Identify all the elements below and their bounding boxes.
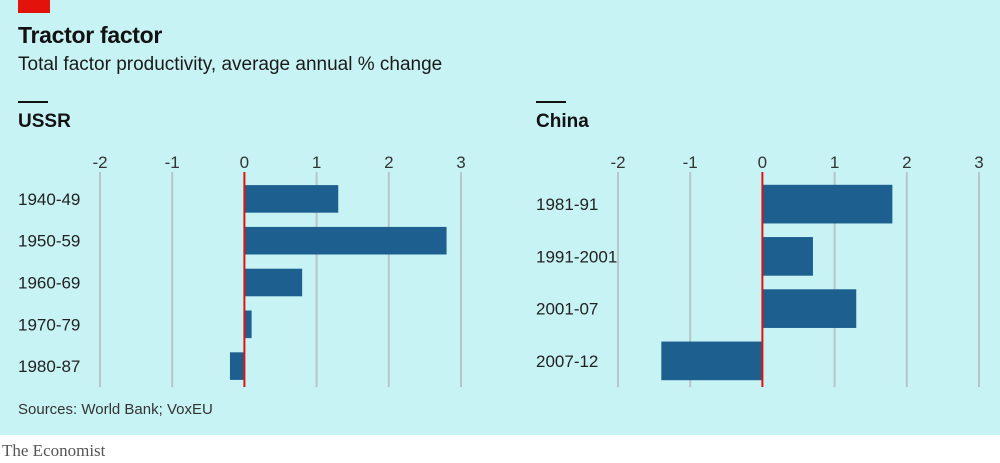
ussr-category-label: 1960-69: [18, 274, 80, 293]
china-bar: [762, 184, 893, 224]
ussr-x-tick-label: -1: [165, 153, 180, 172]
ussr-x-tick-label: 2: [384, 153, 393, 172]
china-category-label: 2007-12: [536, 352, 598, 371]
china-panel-rule: [536, 101, 566, 103]
ussr-x-tick-label: 0: [240, 153, 249, 172]
china-x-tick-label: -2: [610, 153, 625, 172]
china-panel-title: China: [536, 111, 589, 132]
ussr-panel-title: USSR: [18, 111, 71, 132]
ussr-bar: [244, 226, 447, 255]
ussr-bar: [244, 268, 303, 297]
ussr-chart: -2 -1 0 1 2 3 1940-49 1950-59 1960-69 1970-79 1980…: [18, 153, 466, 387]
chart-title: Tractor factor: [18, 22, 163, 48]
source-note: Sources: World Bank; VoxEU: [18, 401, 213, 418]
ussr-bar: [244, 310, 252, 339]
china-x-tick-label: 3: [974, 153, 983, 172]
brand-red-tag: [18, 0, 50, 13]
china-chart: -2 -1 0 1 2 3 1981-91 1991-2001 2001-07 2007-12: [536, 153, 984, 387]
publisher-brand: The Economist: [2, 441, 106, 460]
ussr-x-tick-label: 3: [456, 153, 465, 172]
ussr-category-label: 1970-79: [18, 315, 80, 334]
chart-subtitle: Total factor productivity, average annua…: [18, 54, 443, 75]
china-x-tick-label: -1: [683, 153, 698, 172]
ussr-x-tick-label: -2: [92, 153, 107, 172]
ussr-bar: [229, 352, 245, 380]
china-category-label: 1981-91: [536, 195, 598, 214]
china-x-tick-label: 2: [902, 153, 911, 172]
china-bar: [762, 289, 857, 328]
ussr-panel-rule: [18, 101, 48, 103]
ussr-category-label: 1940-49: [18, 190, 80, 209]
china-x-tick-label: 1: [830, 153, 839, 172]
ussr-bar: [244, 185, 339, 213]
china-category-label: 1991-2001: [536, 247, 617, 266]
china-bar: [661, 341, 763, 381]
china-bar: [762, 237, 813, 276]
china-category-label: 2001-07: [536, 300, 598, 319]
china-x-tick-label: 0: [758, 153, 767, 172]
ussr-category-label: 1950-59: [18, 232, 80, 251]
ussr-x-tick-label: 1: [312, 153, 321, 172]
chart-frame: Tractor factor Total factor productivity…: [0, 0, 1000, 435]
ussr-category-label: 1980-87: [18, 357, 80, 376]
